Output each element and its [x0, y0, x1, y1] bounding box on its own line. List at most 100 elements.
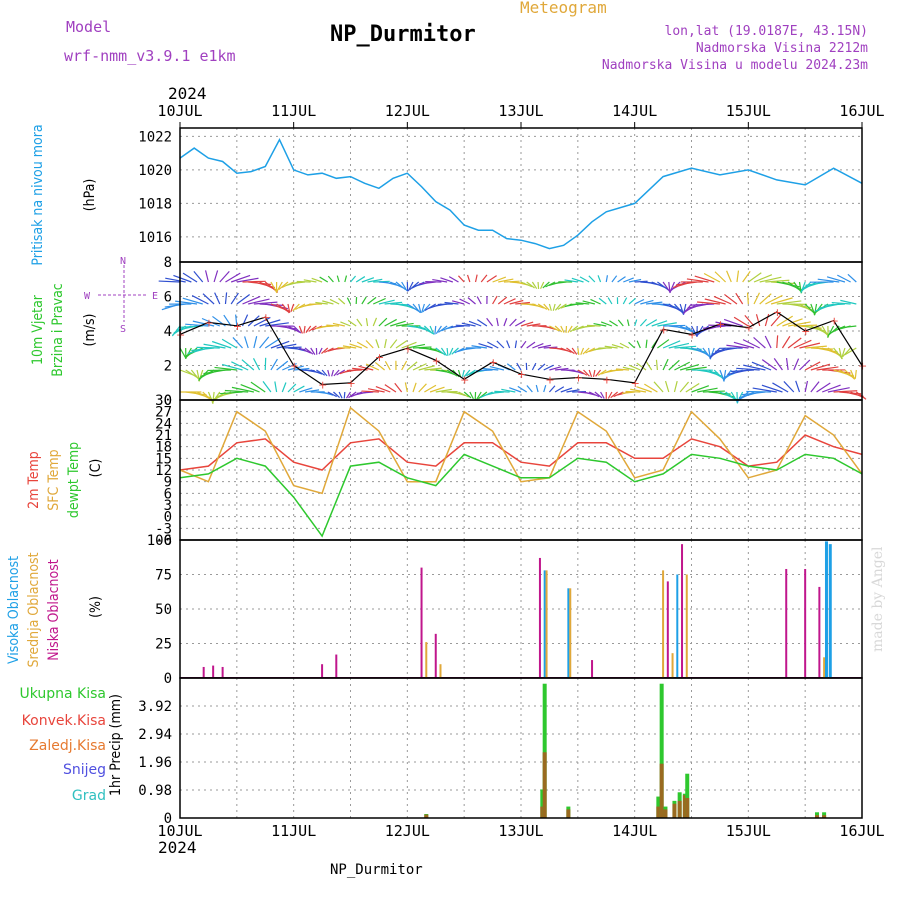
wind-barb [816, 366, 839, 371]
wind-barb [175, 300, 198, 305]
wind-barb [303, 279, 317, 283]
wind-barb [579, 276, 590, 283]
wind-barb [691, 303, 715, 306]
wind-barb [452, 300, 465, 305]
wind-barb [704, 298, 726, 305]
wind-barb [714, 271, 727, 283]
wind-barb [640, 299, 654, 305]
y-tick-label: -6 [155, 533, 172, 549]
wind-barb [219, 270, 230, 283]
wind-speed-marker: + [233, 320, 242, 333]
temperature-ylabel: SFC Temp [46, 449, 62, 510]
wind-barb [440, 347, 448, 357]
wind-barb [542, 281, 550, 289]
wind-barb [645, 339, 648, 349]
wind-barb [595, 369, 602, 377]
wind-barb [752, 387, 777, 393]
wind-barb [287, 303, 291, 313]
wind-barb [231, 386, 255, 393]
wind-barb [401, 281, 408, 292]
wind-barb [281, 382, 287, 393]
wind-barb [554, 325, 563, 333]
wind-barb [384, 301, 403, 305]
wind-barb [543, 364, 554, 371]
wind-barb [477, 391, 488, 400]
wind-barb [708, 324, 732, 327]
y-tick-label: 1.96 [138, 755, 172, 771]
wind-barb [429, 386, 445, 393]
y-tick-label: 2 [164, 359, 172, 375]
wind-barb [628, 278, 642, 283]
wind-barb [407, 303, 420, 312]
wind-barb [446, 369, 458, 377]
wind-barb [407, 281, 414, 292]
wind-barb [471, 345, 487, 349]
wind-barb [844, 369, 856, 380]
wind-barb [517, 385, 528, 393]
wind-barb [702, 347, 712, 359]
wind-barb [742, 270, 751, 283]
model-altitude: Nadmorska Visina u modelu 2024.23m [601, 58, 868, 73]
wind-barb [622, 366, 635, 371]
wind-speed-marker: + [375, 351, 384, 364]
wind-barb [850, 369, 856, 380]
wind-barb [372, 317, 378, 327]
wind-barb [298, 325, 303, 334]
wind-barb [253, 336, 258, 349]
wind-barb [741, 391, 766, 396]
wind-barb [311, 277, 323, 283]
cloud-bar [824, 541, 828, 678]
wind-barb [577, 369, 588, 376]
wind-barb [781, 335, 791, 349]
wind-barb [333, 369, 340, 377]
wind-barb [776, 315, 793, 327]
precip-conv-bar [540, 806, 545, 818]
wind-barb [713, 295, 732, 305]
x-tick-label-bottom: 11JUL [271, 822, 316, 840]
y-tick-label: 50 [155, 602, 172, 618]
wind-barb [321, 391, 334, 396]
cloud-bar [212, 665, 215, 678]
wind-barb [855, 391, 867, 400]
wind-barb [407, 343, 426, 349]
wind-barb [332, 322, 345, 327]
cloud-bar [804, 568, 807, 678]
wind-barb [321, 347, 329, 354]
wind-barb [560, 325, 565, 333]
wind-barb [552, 303, 556, 311]
y-tick-label: 100 [147, 533, 172, 549]
wind-barb [657, 281, 670, 291]
wind-barb [492, 276, 507, 283]
wind-barb [733, 316, 749, 327]
wind-barb [274, 381, 278, 393]
wind-barb [404, 382, 408, 393]
altitude: Nadmorska Visina 2212m [695, 41, 868, 56]
y-tick-label: 3.92 [138, 699, 172, 715]
wind-barb [494, 390, 510, 393]
wind-barb [336, 275, 340, 283]
wind-barb [611, 275, 618, 283]
wind-barb [236, 277, 259, 283]
cloud-bar [823, 657, 826, 678]
wind-barb [435, 325, 442, 335]
wind-barb [744, 314, 755, 327]
wind-barb [213, 270, 219, 283]
wind-barb [702, 390, 725, 393]
wind-barb [327, 391, 337, 398]
wind-barb [482, 367, 499, 371]
wind-barb [566, 347, 575, 355]
wind-barb [679, 363, 700, 371]
wind-barb [822, 384, 841, 393]
wind-barb [532, 343, 544, 349]
wind-barb [662, 358, 669, 371]
wind-barb [421, 303, 425, 313]
precip-total-bar [685, 773, 690, 818]
wind-speed-marker: + [432, 354, 441, 367]
compass-n: N [120, 256, 126, 267]
wind-barb [466, 369, 476, 377]
y-tick-label: 1022 [138, 129, 172, 145]
wind-barb [486, 275, 497, 283]
wind-barb [759, 293, 772, 305]
wind-barb [630, 388, 647, 393]
wind-barb [560, 387, 573, 393]
